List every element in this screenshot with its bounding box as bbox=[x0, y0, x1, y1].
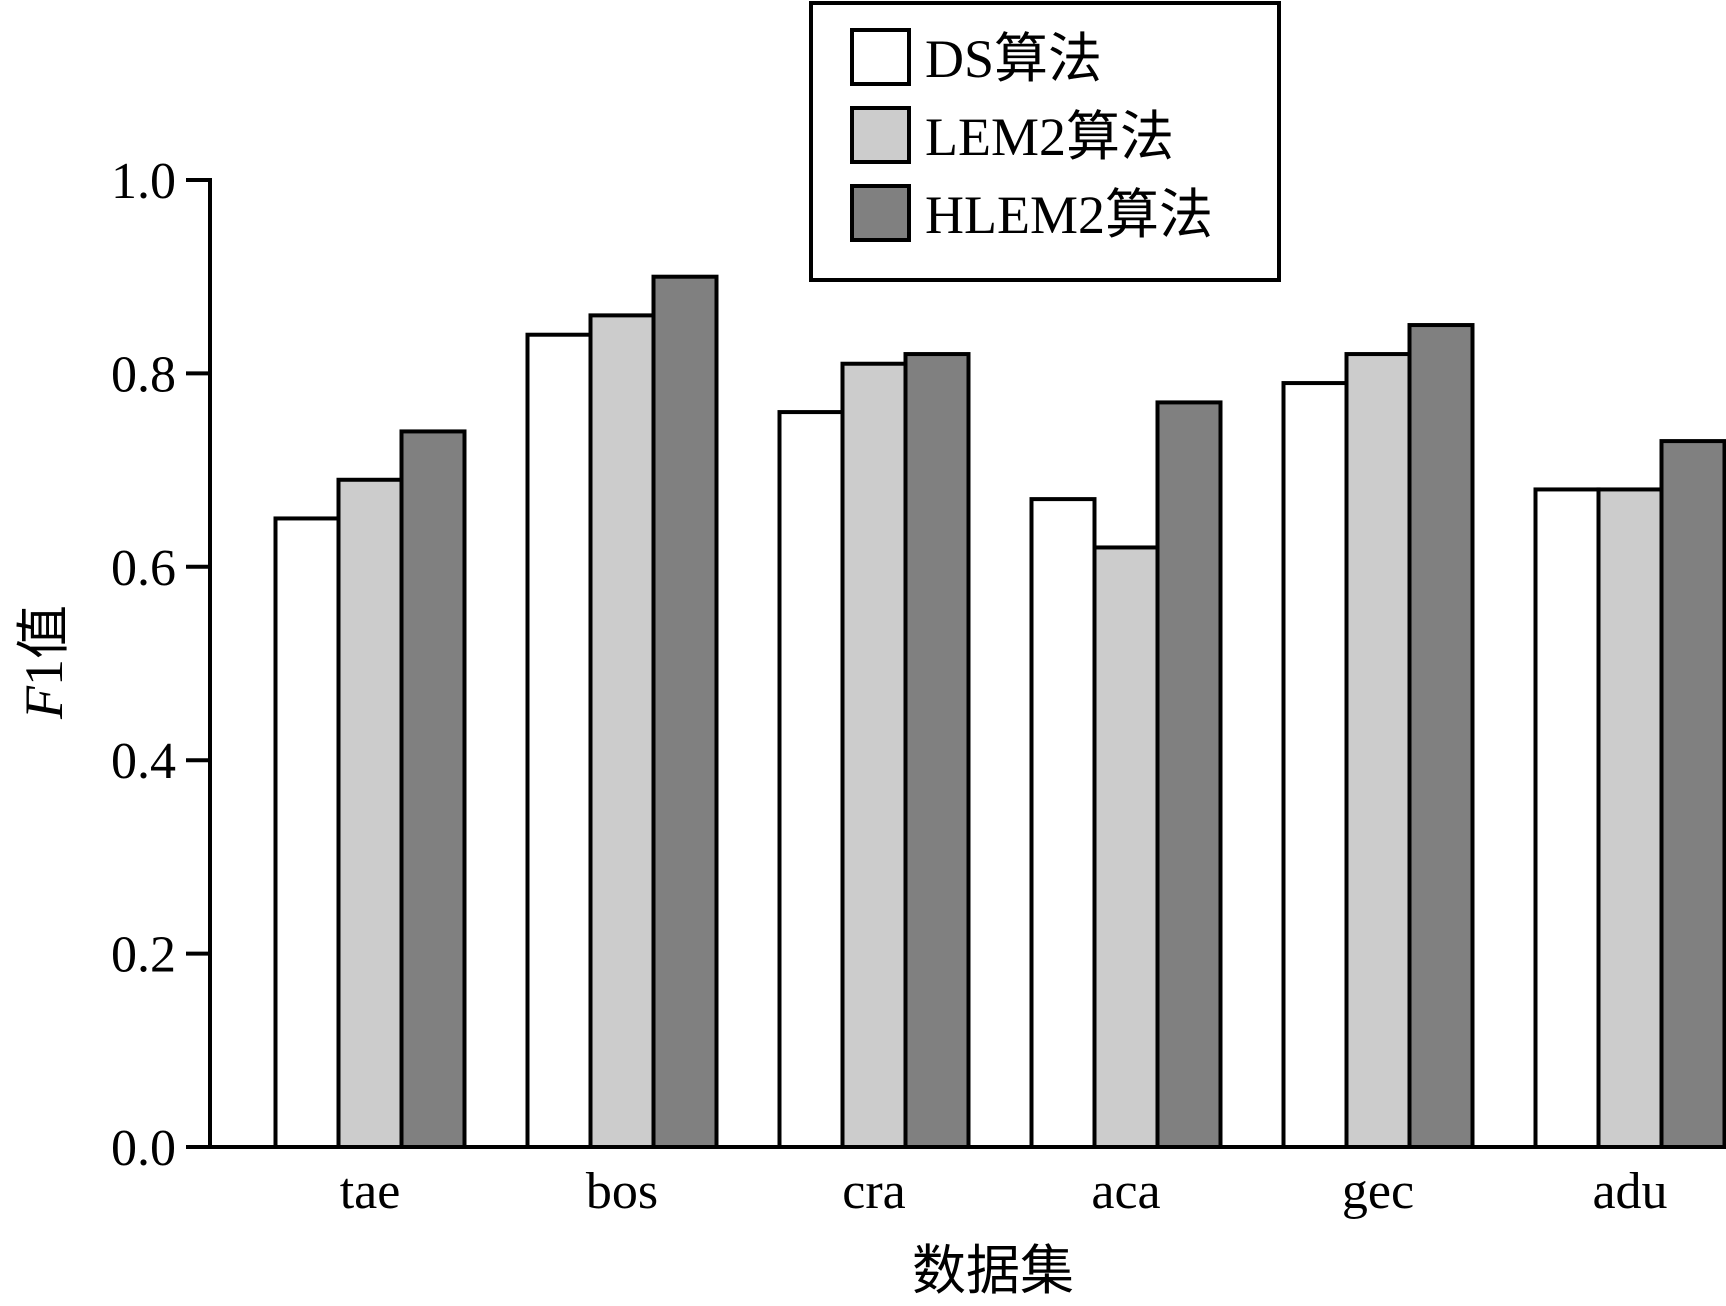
y-tick-label-0.6: 0.6 bbox=[111, 540, 176, 597]
bar-cra-series-1 bbox=[777, 410, 845, 1149]
bars-group bbox=[273, 274, 1726, 1150]
y-tick-label-0.8: 0.8 bbox=[111, 346, 176, 403]
bar-adu-series-3 bbox=[1659, 439, 1726, 1149]
legend-swatch-3 bbox=[850, 184, 911, 242]
bar-bos-series-2 bbox=[588, 313, 656, 1149]
y-tick-label-1.0: 1.0 bbox=[111, 153, 176, 210]
bar-bos-series-3 bbox=[651, 274, 719, 1149]
y-ticks-group: 0.0 0.2 0.4 0.6 0.8 1.0 bbox=[111, 153, 210, 1177]
legend-swatch-2 bbox=[850, 106, 911, 164]
bar-aca-series-2 bbox=[1092, 545, 1160, 1149]
legend-label-2: LEM2算法 bbox=[925, 107, 1174, 167]
bar-adu-series-1 bbox=[1533, 487, 1601, 1149]
y-tick-label-0.0: 0.0 bbox=[111, 1120, 176, 1177]
x-tick-label-cra: cra bbox=[842, 1163, 905, 1220]
legend-swatch-1 bbox=[850, 28, 911, 86]
x-tick-label-gec: gec bbox=[1342, 1163, 1414, 1220]
x-axis-title: 数据集 bbox=[912, 1241, 1074, 1301]
bar-cra-series-3 bbox=[903, 352, 971, 1149]
bar-tae-series-1 bbox=[273, 516, 341, 1149]
bar-gec-series-1 bbox=[1281, 381, 1349, 1149]
bar-tae-series-3 bbox=[399, 429, 467, 1150]
bar-cra-series-2 bbox=[840, 361, 908, 1150]
bar-adu-series-2 bbox=[1596, 487, 1664, 1149]
y-axis-title-italic: F bbox=[14, 685, 74, 720]
bar-gec-series-2 bbox=[1344, 352, 1412, 1149]
x-tick-label-aca: aca bbox=[1091, 1163, 1160, 1220]
y-axis-title-rest: 1值 bbox=[14, 605, 74, 686]
x-tick-label-bos: bos bbox=[586, 1163, 658, 1220]
bar-tae-series-2 bbox=[336, 477, 404, 1149]
x-labels-group: tae bos cra aca gec adu bbox=[340, 1163, 1668, 1220]
bar-bos-series-1 bbox=[525, 332, 593, 1150]
y-axis-title: F1值 bbox=[14, 605, 74, 720]
bar-aca-series-1 bbox=[1029, 497, 1097, 1149]
legend-label-3: HLEM2算法 bbox=[925, 185, 1213, 245]
x-tick-label-tae: tae bbox=[340, 1163, 401, 1220]
y-tick-label-0.2: 0.2 bbox=[111, 927, 176, 984]
legend: DS算法 LEM2算法 HLEM2算法 bbox=[809, 1, 1281, 282]
legend-label-1: DS算法 bbox=[925, 29, 1102, 89]
x-tick-label-adu: adu bbox=[1592, 1163, 1667, 1220]
bar-aca-series-3 bbox=[1155, 400, 1223, 1150]
bar-gec-series-3 bbox=[1407, 323, 1475, 1149]
y-tick-label-0.4: 0.4 bbox=[111, 733, 176, 790]
